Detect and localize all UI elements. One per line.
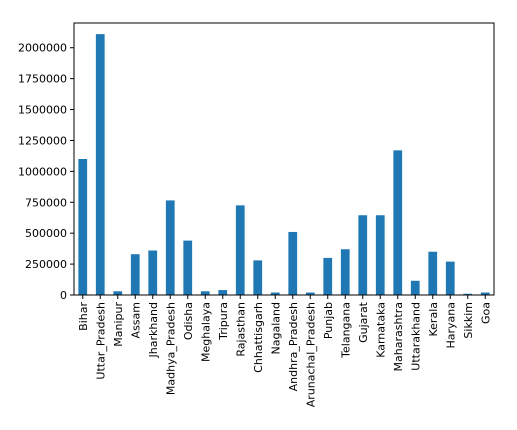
y-tick-label: 1500000 — [18, 104, 67, 117]
x-tick-label: Nagaland — [269, 302, 282, 354]
bar-chhattisgarh — [253, 260, 263, 295]
x-tick-label: Punjab — [322, 302, 335, 339]
bar-rajasthan — [235, 205, 245, 295]
bar-goa — [480, 292, 490, 295]
bar-manipur — [113, 291, 123, 295]
x-tick-label: Bihar — [77, 302, 90, 331]
bar-andhra_pradesh — [288, 231, 298, 295]
x-tick-label: Meghalaya — [199, 302, 212, 362]
y-tick-label: 1250000 — [18, 134, 67, 147]
y-tick-label: 750000 — [25, 196, 67, 209]
x-tick-label: Odisha — [182, 302, 195, 340]
bar-madhya_pradesh — [165, 200, 175, 295]
bar-odisha — [183, 240, 193, 295]
x-tick-label: Gujarat — [357, 301, 370, 343]
x-tick-label: Madhya_Pradesh — [164, 302, 177, 395]
plot-frame — [73, 22, 495, 296]
x-tick-label: Rajasthan — [234, 302, 247, 357]
y-tick-label: 500000 — [25, 227, 67, 240]
bar-arunachal_pradesh — [305, 292, 315, 295]
y-tick-label: 0 — [60, 289, 67, 302]
bar-kerala — [428, 251, 438, 295]
x-tick-label: Sikkim — [462, 302, 475, 339]
bar-jharkhand — [148, 250, 158, 295]
x-tick-label: Uttarakhand — [409, 302, 422, 371]
x-axis: Bihar Uttar_Pradesh Manipur Assam Jharkhand M… — [77, 295, 492, 407]
bar-punjab — [323, 257, 333, 295]
x-tick-label: Chhattisgarh — [252, 302, 265, 373]
x-tick-label: Andhra_Pradesh — [287, 302, 300, 391]
bar-uttar_pradesh — [95, 34, 105, 296]
x-tick-label: Tripura — [217, 302, 230, 341]
y-tick-label: 1750000 — [18, 73, 67, 86]
x-tick-label: Karnataka — [374, 302, 387, 358]
y-tick-label: 2000000 — [18, 42, 67, 55]
bar-assam — [130, 254, 140, 295]
bar-gujarat — [358, 215, 368, 295]
y-tick-label: 250000 — [25, 258, 67, 271]
bar-haryana — [445, 261, 455, 295]
y-axis: 0 250000 500000 750000 1000000 1250000 1500000… — [18, 42, 74, 302]
bars-group — [78, 34, 490, 296]
bar-uttarakhand — [410, 280, 420, 295]
bar-nagaland — [270, 292, 280, 295]
bar-karnataka — [375, 215, 385, 295]
x-tick-label: Jharkhand — [147, 302, 160, 359]
x-tick-label: Manipur — [112, 302, 125, 347]
y-tick-label: 1000000 — [18, 165, 67, 178]
x-tick-label: Arunachal_Pradesh — [304, 302, 317, 407]
bar-sikkim — [463, 293, 473, 295]
bar-meghalaya — [200, 291, 210, 295]
x-tick-label: Uttar_Pradesh — [94, 302, 107, 380]
bar-bihar — [78, 159, 88, 295]
x-tick-label: Assam — [129, 302, 142, 338]
bar-maharashtra — [393, 150, 403, 295]
bar-tripura — [218, 290, 228, 295]
x-tick-label: Goa — [479, 302, 492, 324]
x-tick-label: Telangana — [339, 302, 352, 359]
x-tick-label: Kerala — [427, 302, 440, 337]
x-tick-label: Haryana — [444, 302, 457, 349]
x-tick-label: Maharashtra — [392, 302, 405, 372]
bar-telangana — [340, 249, 350, 295]
